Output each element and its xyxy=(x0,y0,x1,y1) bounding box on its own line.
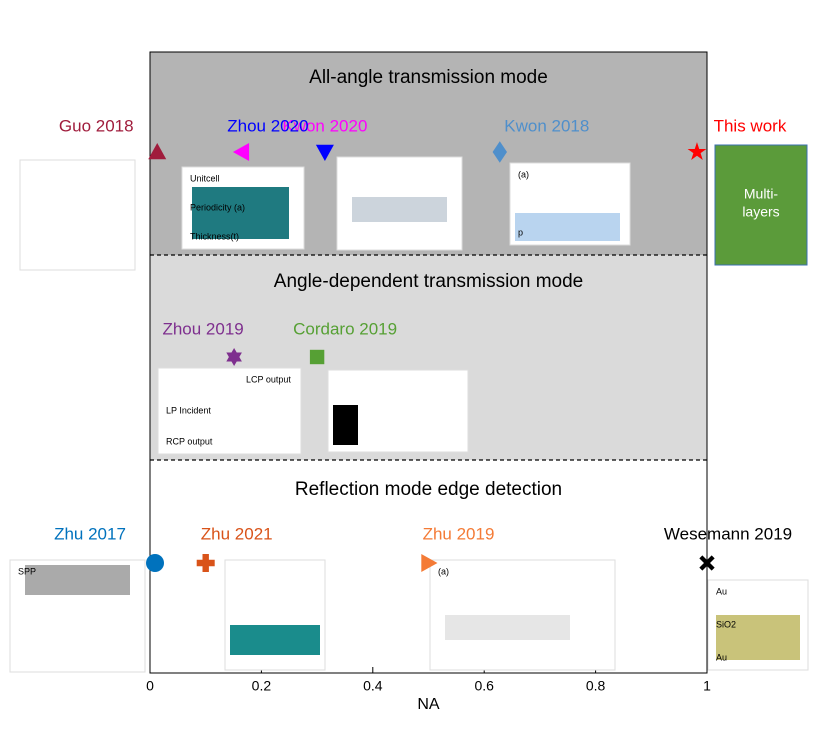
band-title: All-angle transmission mode xyxy=(309,67,548,88)
point-label: Zhu 2017 xyxy=(54,524,126,543)
inset-text: Multi- xyxy=(744,186,779,202)
plot-frame xyxy=(149,51,708,674)
inset xyxy=(19,159,136,271)
marker xyxy=(309,349,325,365)
inset-text: layers xyxy=(742,204,779,220)
point-label: This work xyxy=(714,116,787,135)
inset: (a) p xyxy=(509,162,631,246)
inset-text: Au xyxy=(716,586,727,596)
inset-shape xyxy=(445,615,570,640)
x-tick-label: 0.2 xyxy=(252,678,272,694)
inset: SPP xyxy=(9,559,146,673)
marker xyxy=(148,143,167,160)
inset-frame xyxy=(714,144,808,266)
point-label: Kwon 2018 xyxy=(504,116,589,135)
inset-shape xyxy=(333,405,358,445)
inset-shape xyxy=(192,187,289,239)
inset: Unitcell Periodicity (a) Thickness(t) xyxy=(181,166,305,250)
inset-frame xyxy=(19,159,136,271)
point-label: Zhou 2020 xyxy=(227,116,308,135)
inset-text: SPP xyxy=(18,566,36,576)
x-tick-label: 0 xyxy=(146,678,154,694)
marker xyxy=(196,554,215,572)
marker xyxy=(226,348,242,366)
inset-text: RCP output xyxy=(166,436,213,446)
point-label: Zhu 2019 xyxy=(423,524,495,543)
inset-text: LCP output xyxy=(246,374,291,384)
inset-frame xyxy=(157,367,302,455)
marker xyxy=(315,144,334,161)
inset-shape xyxy=(230,625,320,655)
point-label: Zhu 2021 xyxy=(201,524,273,543)
inset-text: (a) xyxy=(518,169,529,179)
inset xyxy=(336,156,463,251)
band-title: Reflection mode edge detection xyxy=(295,479,562,500)
marker xyxy=(699,555,715,571)
inset: Multi-layers xyxy=(714,144,808,266)
marker xyxy=(687,142,707,161)
inset-text: Au xyxy=(716,652,727,662)
x-axis-label: NA xyxy=(417,696,440,713)
inset: Au SiO2 Au xyxy=(707,579,809,671)
point-label: Cordaro 2019 xyxy=(293,319,397,338)
marker xyxy=(492,141,507,163)
inset xyxy=(224,559,326,671)
marker xyxy=(232,143,250,161)
inset-text: LP Incident xyxy=(166,405,211,415)
inset-text: p xyxy=(518,227,523,237)
inset: (a) xyxy=(429,559,616,671)
inset-text: SiO2 xyxy=(716,619,736,629)
point-label: Wesemann 2019 xyxy=(664,524,792,543)
point-label: Guo 2018 xyxy=(59,116,134,135)
marker xyxy=(421,554,438,572)
point-label: Zhou 2019 xyxy=(162,319,243,338)
inset-shape xyxy=(25,565,130,595)
inset-text: (a) xyxy=(438,566,449,576)
inset-shape xyxy=(352,197,447,222)
inset-shape xyxy=(716,615,800,660)
inset-shape xyxy=(515,213,620,241)
x-tick-label: 0.8 xyxy=(586,678,606,694)
marker xyxy=(146,554,165,572)
inset xyxy=(327,369,469,453)
inset-text: Thickness(t) xyxy=(190,231,239,241)
x-tick-label: 1 xyxy=(703,678,711,694)
band-title: Angle-dependent transmission mode xyxy=(274,271,583,292)
inset: LCP output LP Incident RCP output xyxy=(157,367,302,455)
inset-text: Unitcell xyxy=(190,173,220,183)
inset-text: Periodicity (a) xyxy=(190,202,245,212)
point-label: Kwon 2020 xyxy=(282,116,367,135)
x-tick-label: 0.4 xyxy=(363,678,383,694)
x-tick-label: 0.6 xyxy=(474,678,494,694)
